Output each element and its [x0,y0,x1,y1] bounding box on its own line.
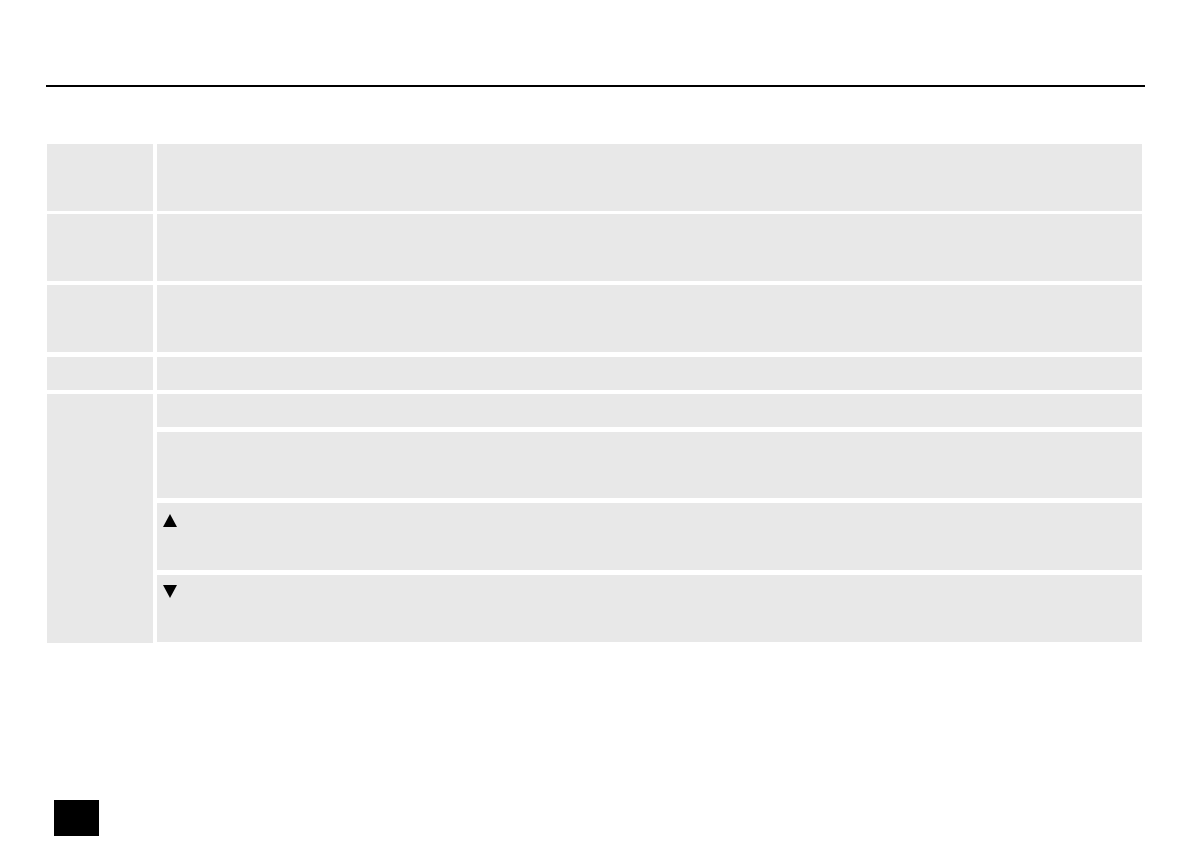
table-label-cell [47,285,153,352]
table-label-cell [47,214,153,281]
table-content-cell [157,394,1142,427]
table-content-cell [157,432,1142,498]
table-content-cell [157,285,1142,352]
table-content-cell [157,575,1142,642]
table-content-cell [157,214,1142,281]
table-label-cell [47,357,153,390]
table-label-cell [47,394,153,643]
table-content-cell [157,144,1142,211]
triangle-down-icon [163,585,177,598]
page-marker-block [54,800,99,836]
header-rule [46,85,1145,87]
triangle-up-icon [163,514,177,527]
table-content-cell [157,503,1142,570]
table-content-cell [157,357,1142,390]
table-label-cell [47,144,153,211]
